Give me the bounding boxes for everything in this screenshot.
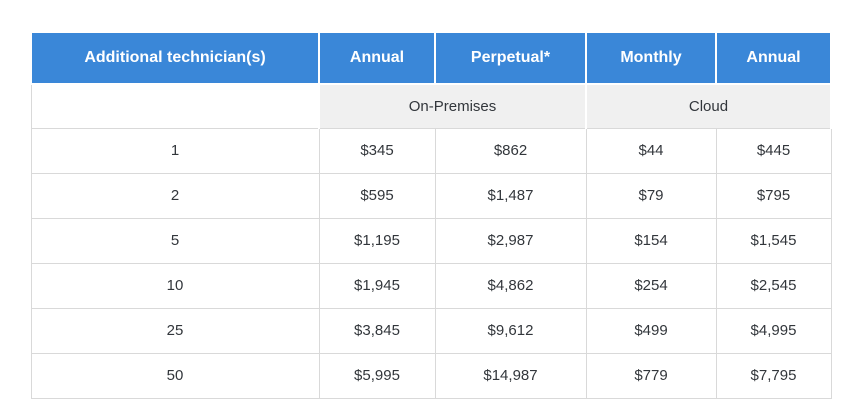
price-cell: $499 (585, 307, 717, 354)
column-header-perpetual: Perpetual* (434, 31, 587, 85)
table-row: 2 $595 $1,487 $79 $795 (30, 172, 832, 219)
header-row: Additional technician(s) Annual Perpetua… (30, 31, 832, 85)
pricing-table: Additional technician(s) Annual Perpetua… (30, 31, 832, 399)
technician-count-cell: 10 (30, 262, 320, 309)
price-cell: $3,845 (318, 307, 436, 354)
price-cell: $79 (585, 172, 717, 219)
price-cell: $2,987 (434, 217, 587, 264)
price-cell: $14,987 (434, 352, 587, 399)
group-row: On-Premises Cloud (30, 83, 832, 129)
technician-count-cell: 2 (30, 172, 320, 219)
table-row: 10 $1,945 $4,862 $254 $2,545 (30, 262, 832, 309)
column-header-additional-technicians: Additional technician(s) (30, 31, 320, 85)
group-spacer-cell (30, 83, 320, 129)
table-row: 5 $1,195 $2,987 $154 $1,545 (30, 217, 832, 264)
price-cell: $1,545 (715, 217, 832, 264)
column-header-annual-onprem: Annual (318, 31, 436, 85)
price-cell: $5,995 (318, 352, 436, 399)
price-cell: $1,487 (434, 172, 587, 219)
table-row: 50 $5,995 $14,987 $779 $7,795 (30, 352, 832, 399)
price-cell: $2,545 (715, 262, 832, 309)
table-row: 25 $3,845 $9,612 $499 $4,995 (30, 307, 832, 354)
table-row: 1 $345 $862 $44 $445 (30, 127, 832, 174)
column-header-annual-cloud: Annual (715, 31, 832, 85)
price-cell: $154 (585, 217, 717, 264)
pricing-table-body: 1 $345 $862 $44 $445 2 $595 $1,487 $79 $… (30, 127, 832, 399)
price-cell: $7,795 (715, 352, 832, 399)
price-cell: $795 (715, 172, 832, 219)
price-cell: $44 (585, 127, 717, 174)
price-cell: $4,862 (434, 262, 587, 309)
price-cell: $254 (585, 262, 717, 309)
technician-count-cell: 50 (30, 352, 320, 399)
price-cell: $595 (318, 172, 436, 219)
group-header-cloud: Cloud (585, 83, 832, 129)
group-header-on-premises: On-Premises (318, 83, 587, 129)
technician-count-cell: 1 (30, 127, 320, 174)
price-cell: $1,945 (318, 262, 436, 309)
column-header-monthly: Monthly (585, 31, 717, 85)
price-cell: $4,995 (715, 307, 832, 354)
price-cell: $445 (715, 127, 832, 174)
price-cell: $1,195 (318, 217, 436, 264)
price-cell: $345 (318, 127, 436, 174)
price-cell: $779 (585, 352, 717, 399)
technician-count-cell: 25 (30, 307, 320, 354)
technician-count-cell: 5 (30, 217, 320, 264)
price-cell: $9,612 (434, 307, 587, 354)
price-cell: $862 (434, 127, 587, 174)
